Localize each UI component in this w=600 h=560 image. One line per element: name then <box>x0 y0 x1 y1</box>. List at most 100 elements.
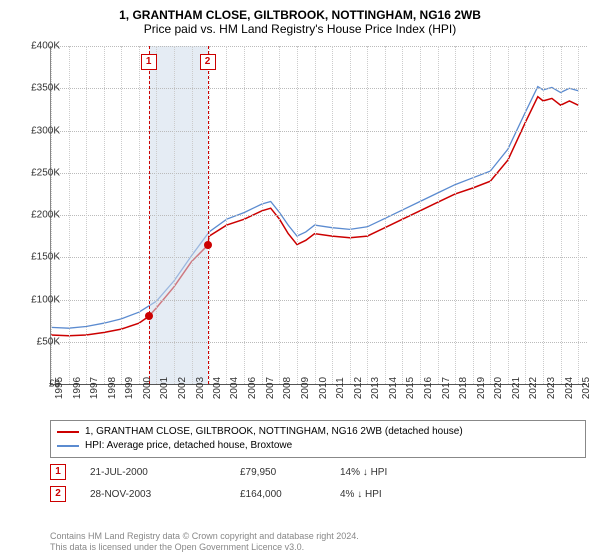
gridline-v <box>508 46 509 384</box>
gridline-v <box>121 46 122 384</box>
gridline-h <box>51 131 587 132</box>
x-tick-label: 2003 <box>195 377 206 399</box>
y-tick-label: £100K <box>16 294 60 305</box>
x-tick-label: 2019 <box>476 377 487 399</box>
sale-price-1: £79,950 <box>240 467 340 478</box>
marker-line-1 <box>149 46 150 384</box>
sale-dot-2 <box>204 241 212 249</box>
gridline-v <box>192 46 193 384</box>
gridline-v <box>297 46 298 384</box>
title-address: 1, GRANTHAM CLOSE, GILTBROOK, NOTTINGHAM… <box>0 0 600 22</box>
gridline-v <box>578 46 579 384</box>
gridline-v <box>561 46 562 384</box>
legend-label-hpi: HPI: Average price, detached house, Brox… <box>85 439 292 453</box>
gridline-v <box>86 46 87 384</box>
gridline-h <box>51 46 587 47</box>
gridline-v <box>420 46 421 384</box>
x-tick-label: 2007 <box>265 377 276 399</box>
x-tick-label: 1997 <box>89 377 100 399</box>
plot-area: 12 <box>50 46 587 385</box>
gridline-v <box>104 46 105 384</box>
sales-table: 1 21-JUL-2000 £79,950 14% ↓ HPI 2 28-NOV… <box>50 464 586 508</box>
sale-date-1: 21-JUL-2000 <box>66 467 240 478</box>
gridline-h <box>51 300 587 301</box>
x-tick-label: 2000 <box>142 377 153 399</box>
sale-date-2: 28-NOV-2003 <box>66 489 240 500</box>
footnote-line1: Contains HM Land Registry data © Crown c… <box>50 531 359 543</box>
sale-badge-2: 2 <box>50 486 66 502</box>
gridline-v <box>455 46 456 384</box>
y-tick-label: £300K <box>16 125 60 136</box>
gridline-v <box>69 46 70 384</box>
x-tick-label: 2008 <box>282 377 293 399</box>
sale-hpi-2: 4% ↓ HPI <box>340 489 440 500</box>
x-tick-label: 2009 <box>300 377 311 399</box>
x-tick-label: 1995 <box>54 377 65 399</box>
x-tick-label: 2012 <box>353 377 364 399</box>
x-tick-label: 2002 <box>177 377 188 399</box>
gridline-v <box>315 46 316 384</box>
gridline-v <box>402 46 403 384</box>
gridline-h <box>51 173 587 174</box>
x-tick-label: 2024 <box>564 377 575 399</box>
y-tick-label: £250K <box>16 167 60 178</box>
x-tick-label: 2006 <box>247 377 258 399</box>
chart-container: 1, GRANTHAM CLOSE, GILTBROOK, NOTTINGHAM… <box>0 0 600 560</box>
y-tick-label: £50K <box>16 336 60 347</box>
x-tick-label: 2004 <box>212 377 223 399</box>
title-subtitle: Price paid vs. HM Land Registry's House … <box>0 22 600 42</box>
gridline-h <box>51 342 587 343</box>
gridline-v <box>174 46 175 384</box>
x-tick-label: 2023 <box>546 377 557 399</box>
legend-item-property: 1, GRANTHAM CLOSE, GILTBROOK, NOTTINGHAM… <box>57 425 579 439</box>
footnote: Contains HM Land Registry data © Crown c… <box>50 531 359 554</box>
x-tick-label: 2011 <box>335 377 346 399</box>
marker-line-2 <box>208 46 209 384</box>
x-tick-label: 2004 <box>229 377 240 399</box>
gridline-v <box>139 46 140 384</box>
sale-dot-1 <box>145 312 153 320</box>
legend: 1, GRANTHAM CLOSE, GILTBROOK, NOTTINGHAM… <box>50 420 586 458</box>
gridline-v <box>350 46 351 384</box>
x-tick-label: 2018 <box>458 377 469 399</box>
legend-item-hpi: HPI: Average price, detached house, Brox… <box>57 439 579 453</box>
sale-hpi-1: 14% ↓ HPI <box>340 467 440 478</box>
x-tick-label: 2014 <box>388 377 399 399</box>
gridline-v <box>209 46 210 384</box>
footnote-line2: This data is licensed under the Open Gov… <box>50 542 359 554</box>
y-tick-label: £350K <box>16 83 60 94</box>
marker-badge-1: 1 <box>141 54 157 70</box>
gridline-v <box>385 46 386 384</box>
table-row: 2 28-NOV-2003 £164,000 4% ↓ HPI <box>50 486 586 502</box>
gridline-v <box>279 46 280 384</box>
x-tick-label: 2020 <box>493 377 504 399</box>
gridline-h <box>51 88 587 89</box>
gridline-h <box>51 257 587 258</box>
x-tick-label: 2015 <box>405 377 416 399</box>
gridline-v <box>490 46 491 384</box>
y-tick-label: £400K <box>16 41 60 52</box>
x-tick-label: 2001 <box>159 377 170 399</box>
x-tick-label: 2010 <box>318 377 329 399</box>
table-row: 1 21-JUL-2000 £79,950 14% ↓ HPI <box>50 464 586 480</box>
sale-price-2: £164,000 <box>240 489 340 500</box>
gridline-v <box>367 46 368 384</box>
x-tick-label: 2025 <box>581 377 592 399</box>
gridline-v <box>244 46 245 384</box>
gridline-v <box>525 46 526 384</box>
legend-label-property: 1, GRANTHAM CLOSE, GILTBROOK, NOTTINGHAM… <box>85 425 463 439</box>
gridline-v <box>438 46 439 384</box>
gridline-v <box>332 46 333 384</box>
gridline-v <box>262 46 263 384</box>
y-tick-label: £200K <box>16 210 60 221</box>
marker-badge-2: 2 <box>200 54 216 70</box>
x-tick-label: 1998 <box>107 377 118 399</box>
sale-badge-1: 1 <box>50 464 66 480</box>
x-tick-label: 2013 <box>370 377 381 399</box>
x-tick-label: 2016 <box>423 377 434 399</box>
gridline-v <box>226 46 227 384</box>
x-tick-label: 1996 <box>72 377 83 399</box>
x-tick-label: 2022 <box>528 377 539 399</box>
gridline-v <box>543 46 544 384</box>
gridline-v <box>473 46 474 384</box>
